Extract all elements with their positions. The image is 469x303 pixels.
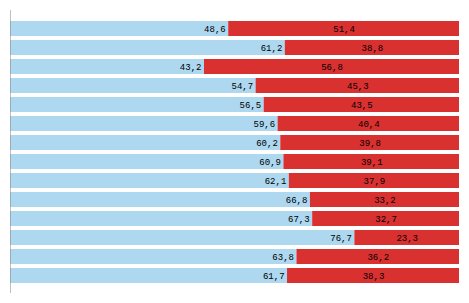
svg-text:36,2: 36,2 bbox=[367, 253, 389, 263]
svg-text:61,2: 61,2 bbox=[261, 44, 283, 54]
svg-text:60,2: 60,2 bbox=[256, 139, 278, 149]
svg-text:33,2: 33,2 bbox=[374, 196, 396, 206]
svg-text:76,7: 76,7 bbox=[330, 234, 352, 244]
svg-text:51,4: 51,4 bbox=[333, 25, 355, 35]
svg-text:43,5: 43,5 bbox=[351, 101, 373, 111]
svg-text:67,3: 67,3 bbox=[288, 215, 310, 225]
svg-text:61,7: 61,7 bbox=[263, 272, 285, 282]
svg-text:37,9: 37,9 bbox=[364, 177, 386, 187]
svg-text:62,1: 62,1 bbox=[265, 177, 287, 187]
svg-text:23,3: 23,3 bbox=[396, 234, 418, 244]
svg-text:38,3: 38,3 bbox=[363, 272, 385, 282]
svg-text:66,8: 66,8 bbox=[286, 196, 308, 206]
svg-text:38,8: 38,8 bbox=[362, 44, 384, 54]
svg-text:39,1: 39,1 bbox=[361, 158, 383, 168]
svg-text:54,7: 54,7 bbox=[231, 82, 253, 92]
svg-text:48,6: 48,6 bbox=[204, 25, 226, 35]
svg-text:56,8: 56,8 bbox=[321, 63, 343, 73]
svg-text:43,2: 43,2 bbox=[180, 63, 202, 73]
svg-text:63,8: 63,8 bbox=[272, 253, 294, 263]
svg-text:59,6: 59,6 bbox=[253, 120, 275, 130]
svg-text:32,7: 32,7 bbox=[375, 215, 397, 225]
svg-text:40,4: 40,4 bbox=[358, 120, 380, 130]
svg-text:56,5: 56,5 bbox=[240, 101, 262, 111]
svg-text:39,8: 39,8 bbox=[359, 139, 381, 149]
svg-text:45,3: 45,3 bbox=[347, 82, 369, 92]
svg-text:60,9: 60,9 bbox=[259, 158, 281, 168]
